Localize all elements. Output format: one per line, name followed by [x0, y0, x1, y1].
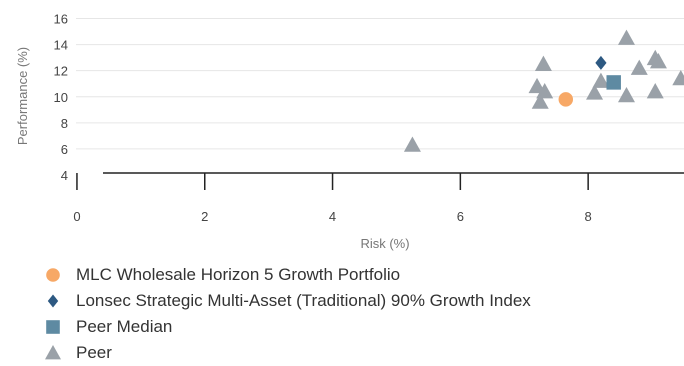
legend-marker-diamond-icon [40, 292, 66, 310]
y-tick-label: 6 [61, 142, 68, 157]
legend-symbol [47, 294, 59, 308]
data-point-triangle [617, 86, 635, 103]
legend-marker-square-icon [40, 318, 66, 336]
data-point-square [606, 75, 621, 90]
y-tick-label: 12 [54, 64, 68, 79]
legend-marker-shape [45, 345, 61, 360]
legend-marker-circle-icon [40, 266, 66, 284]
x-tick-label: 4 [329, 209, 336, 224]
y-tick-label: 8 [61, 116, 68, 131]
data-point-triangle [586, 84, 604, 100]
data-point-triangle [592, 72, 610, 88]
scatter-chart: 4 6 8 10 12 14 16 0 2 4 6 8 Performance (%) Risk (… [15, 12, 684, 251]
legend-label: MLC Wholesale Horizon 5 Growth Portfolio [76, 265, 401, 284]
data-point-circle [558, 92, 574, 107]
x-tick-label: 8 [585, 209, 592, 224]
data-point-diamond [595, 55, 607, 70]
legend-symbol [45, 345, 61, 360]
legend-item: Peer Median [40, 314, 531, 340]
y-tick-label: 4 [61, 168, 68, 183]
legend-marker-shape [46, 268, 60, 282]
legend-marker-shape [47, 294, 59, 308]
data-point-triangle [672, 70, 684, 86]
x-axis-title: Risk (%) [360, 236, 409, 251]
legend-label: Lonsec Strategic Multi-Asset (Traditiona… [76, 291, 531, 310]
data-point-triangle [649, 53, 667, 69]
gridlines [76, 18, 684, 150]
x-tick-label: 2 [201, 209, 208, 224]
y-tick-label: 10 [54, 90, 68, 105]
data-point-triangle [403, 136, 421, 152]
legend-symbol [46, 268, 60, 282]
legend-marker-shape [46, 320, 60, 334]
y-tick-label: 14 [54, 38, 68, 53]
data-point-triangle [617, 29, 635, 45]
legend-item: Lonsec Strategic Multi-Asset (Traditiona… [40, 288, 531, 314]
y-axis-title: Performance (%) [15, 47, 30, 145]
y-tick-labels: 4 6 8 10 12 14 16 [54, 12, 68, 183]
axes [76, 172, 684, 190]
data-points [403, 29, 684, 152]
data-point-triangle [630, 59, 648, 75]
legend-item: MLC Wholesale Horizon 5 Growth Portfolio [40, 262, 531, 288]
legend: MLC Wholesale Horizon 5 Growth Portfolio… [40, 262, 531, 366]
legend-label: Peer [76, 343, 112, 362]
data-point-triangle [534, 55, 552, 71]
legend-label: Peer Median [76, 317, 173, 336]
legend-symbol [46, 320, 60, 334]
x-tick-label: 6 [457, 209, 464, 224]
data-point-triangle [536, 83, 554, 99]
x-tick-label: 0 [73, 209, 80, 224]
x-tick-labels: 0 2 4 6 8 [73, 209, 591, 224]
legend-marker-triangle-icon [40, 344, 66, 362]
data-point-triangle [646, 83, 664, 99]
legend-item: Peer [40, 340, 531, 366]
data-point-triangle [531, 93, 549, 109]
y-tick-label: 16 [54, 12, 68, 27]
